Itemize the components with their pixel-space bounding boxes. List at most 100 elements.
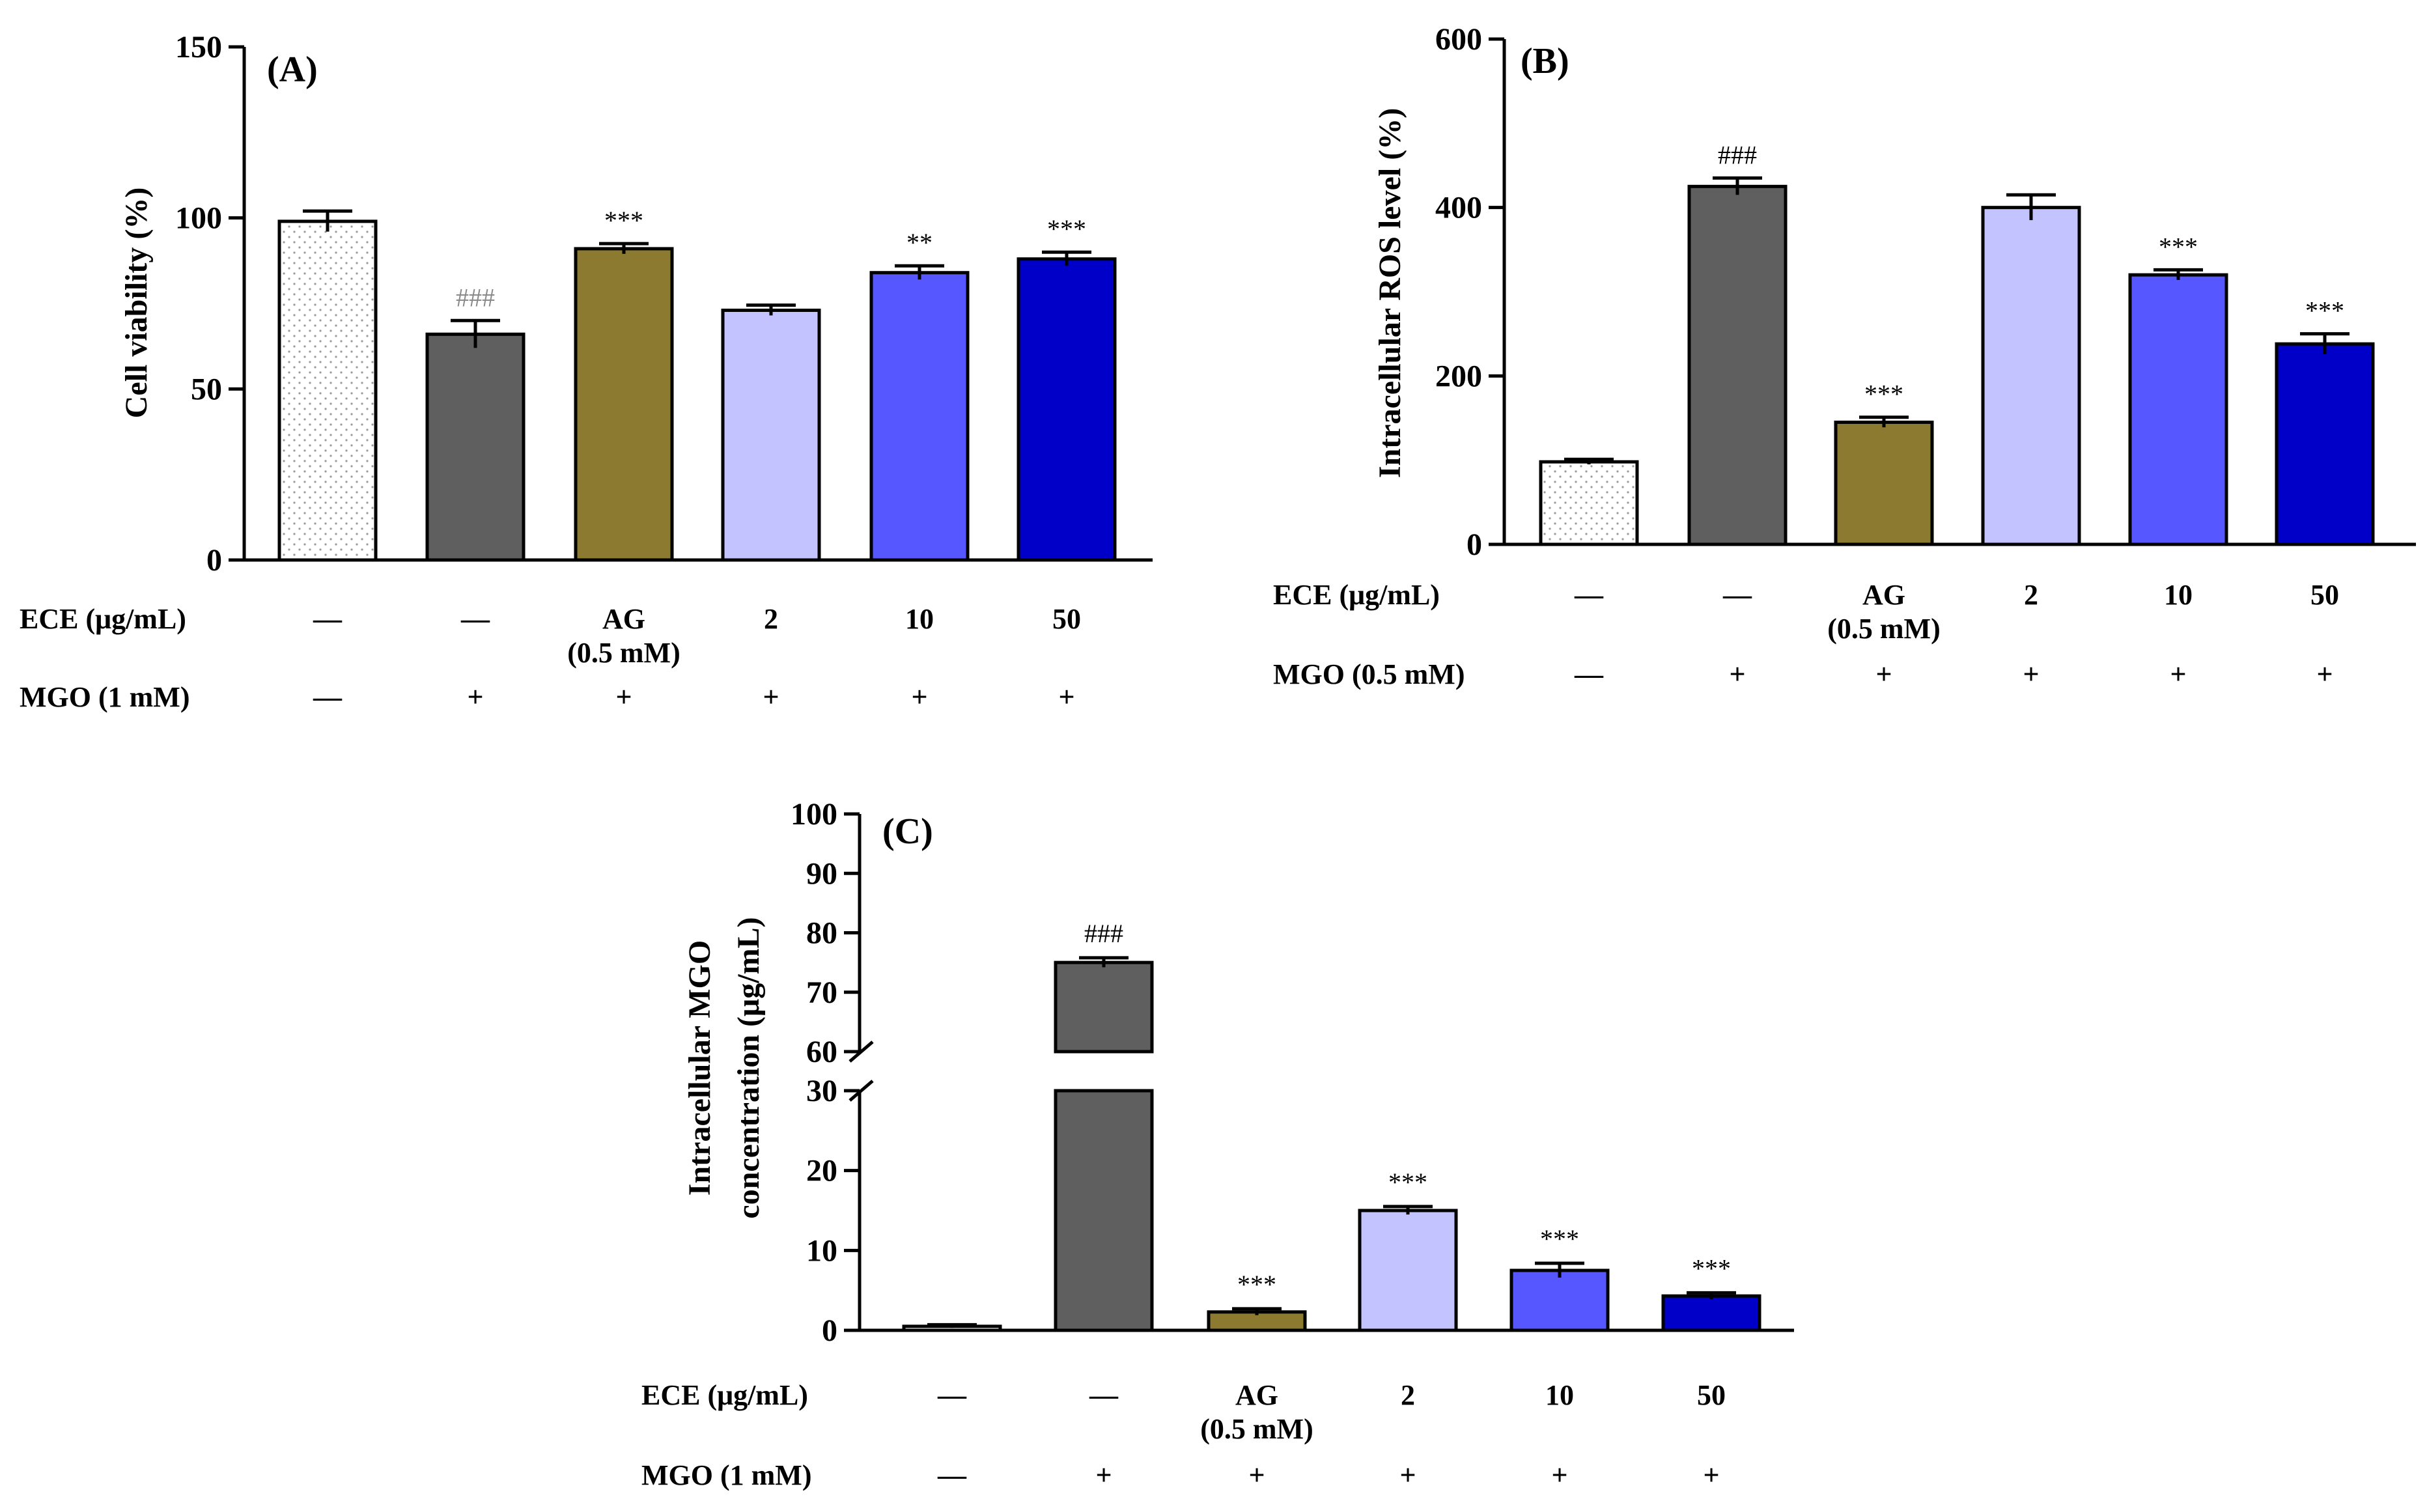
panel-a-bars: ###***** ***	[277, 206, 1117, 562]
panel-b-row-cell: +	[2316, 658, 2333, 690]
panel-a-row-cell-sub: (0.5 mM)	[567, 637, 680, 669]
panel-a-y-tick-label: 50	[191, 372, 222, 406]
panel-b-bars: ### *** *** ***	[1539, 140, 2375, 546]
panel-a-significance-label: ***	[1047, 214, 1086, 244]
panel-a-bar	[1017, 257, 1117, 562]
panel-b-bar	[1687, 184, 1788, 546]
panel-a-row-cell: +	[911, 681, 927, 713]
panel-b: (B) Intracellular ROS level (%) 0 200 400 6…	[1273, 22, 2416, 690]
panel-c-bar-upper-segment	[1054, 960, 1154, 1054]
panel-a-bar	[721, 309, 821, 562]
panel-c-y-tick-label: 20	[806, 1154, 837, 1188]
panel-c-row-cell: 10	[1545, 1379, 1574, 1411]
panel-c-y-ticks: 0 10 20 30 60 70 80 90 100	[791, 797, 860, 1348]
panel-c-row-label: MGO (1 mM)	[641, 1459, 811, 1491]
panel-c-row-cell: +	[1095, 1459, 1112, 1491]
panel-b-row-cell-sub: (0.5 mM)	[1827, 613, 1941, 645]
panel-b-row-label: MGO (0.5 mM)	[1273, 658, 1465, 690]
panel-b-bar	[1981, 206, 2081, 546]
panel-a-row-cell: AG	[602, 603, 645, 635]
panel-b-bar	[1539, 460, 1639, 546]
panel-b-row-cell: AG	[1862, 579, 1905, 611]
panel-b-bar	[1834, 420, 1934, 546]
panel-c-significance-label: ###	[1084, 919, 1123, 948]
panel-c: (C) Intracellular MGO concentration (μg/…	[641, 797, 1794, 1491]
panel-a-bar	[574, 247, 674, 562]
panel-b-row-cell: +	[1875, 658, 1892, 690]
panel-a-row-label: ECE (μg/mL)	[20, 603, 186, 635]
panel-b-significance-label: ***	[1864, 380, 1903, 409]
panel-b-row-cell: 50	[2310, 579, 2339, 611]
panel-c-y-tick-label: 10	[806, 1233, 837, 1268]
panel-b-y-ticks: 0 200 400 600	[1435, 22, 1504, 562]
panel-a-y-tick-label: 150	[175, 30, 222, 64]
panel-a-y-tick-label: 0	[206, 543, 222, 578]
panel-c-y-tick-label: 30	[806, 1074, 837, 1108]
panel-b-row-cell: 10	[2164, 579, 2193, 611]
panel-a-bar	[277, 219, 378, 562]
panel-b-significance-label: ***	[2159, 232, 2198, 261]
panel-c-row-label: ECE (μg/mL)	[641, 1379, 808, 1411]
panel-c-row-cell-sub: (0.5 mM)	[1200, 1413, 1313, 1445]
panel-a-row-cell: 10	[905, 603, 934, 635]
panel-c-axis-break-mark-lower	[849, 1080, 874, 1102]
panel-c-y-tick-label: 90	[806, 856, 837, 891]
panel-a-row-cell: —	[460, 603, 490, 635]
panel-c-significance-label: ***	[1540, 1224, 1579, 1253]
panel-c-y-tick-label: 70	[806, 975, 837, 1010]
panel-c-y-tick-label: 0	[822, 1313, 837, 1348]
panel-b-y-tick-label: 600	[1435, 22, 1482, 57]
panel-b-row-cell: +	[2023, 658, 2039, 690]
panel-b-y-tick-label: 200	[1435, 359, 1482, 393]
panel-a-row-cell: 50	[1052, 603, 1081, 635]
panel-c-row-cell: —	[1089, 1379, 1119, 1411]
panel-a-y-ticks: 0 50 100 150	[175, 30, 244, 578]
panel-b-row-cell: 2	[2024, 579, 2038, 611]
panel-c-row-cell: +	[1703, 1459, 1719, 1491]
panel-a-row-cell: +	[467, 681, 483, 713]
panel-b-y-tick-label: 0	[1466, 527, 1482, 562]
panel-c-bar	[1661, 1294, 1761, 1332]
panel-c-row-cell: —	[937, 1379, 967, 1411]
panel-b-y-tick-label: 400	[1435, 191, 1482, 225]
panel-c-significance-label: ***	[1692, 1253, 1731, 1283]
panel-b-row-cell: —	[1574, 579, 1604, 611]
panel-a-row-label: MGO (1 mM)	[20, 681, 189, 713]
panel-b-row-cell: —	[1574, 658, 1604, 690]
panel-c-bar	[1509, 1268, 1610, 1332]
panel-c-y-axis-label-line2: concentration (μg/mL)	[731, 917, 766, 1218]
panel-c-row-cell: +	[1399, 1459, 1416, 1491]
panel-a-row-cell: +	[1058, 681, 1074, 713]
panel-b-significance-label: ###	[1718, 140, 1757, 169]
panel-c-bar	[1358, 1209, 1458, 1332]
panel-c-y-tick-label: 80	[806, 916, 837, 951]
panel-a-y-tick-label: 100	[175, 201, 222, 236]
panel-a-y-axis-label: Cell viability (%)	[119, 188, 154, 419]
panel-c-condition-table: ECE (μg/mL) — — AG(0.5 mM) 2 10 50 MGO (1 mM) — +…	[641, 1379, 1726, 1491]
panel-b-significance-label: ***	[2305, 296, 2344, 326]
panel-c-row-cell: —	[937, 1459, 967, 1491]
panel-c-bars: ### *** *** *** ***	[902, 919, 1761, 1332]
panel-b-row-cell: +	[1729, 658, 1745, 690]
panel-c-significance-label: ***	[1237, 1270, 1276, 1299]
panel-a-row-cell: —	[313, 681, 343, 713]
panel-a-row-cell: —	[313, 603, 343, 635]
panel-c-row-cell: 50	[1697, 1379, 1726, 1411]
panel-a-row-cell: 2	[764, 603, 778, 635]
panel-c-significance-label: ***	[1388, 1168, 1427, 1197]
panel-c-row-cell: 2	[1401, 1379, 1415, 1411]
panel-a-condition-table: ECE (μg/mL) — — AG(0.5 mM) 2 10 50 MGO (1 mM) — +…	[20, 603, 1081, 713]
panel-c-row-cell: +	[1248, 1459, 1265, 1491]
panel-c-y-axis-label-line1: Intracellular MGO	[682, 940, 717, 1196]
panel-c-row-cell: AG	[1235, 1379, 1278, 1411]
panel-c-bar-lower-segment	[1054, 1089, 1154, 1332]
panel-c-label: (C)	[882, 811, 933, 852]
panel-b-row-label: ECE (μg/mL)	[1273, 579, 1440, 611]
panel-a-significance-label: **	[906, 228, 933, 257]
panel-b-row-cell: —	[1722, 579, 1752, 611]
panel-b-condition-table: ECE (μg/mL) — — AG(0.5 mM) 2 10 50 MGO (0.5 mM)…	[1273, 579, 2339, 690]
panel-a-label: (A)	[267, 49, 318, 90]
panel-c-row-cell: +	[1551, 1459, 1567, 1491]
